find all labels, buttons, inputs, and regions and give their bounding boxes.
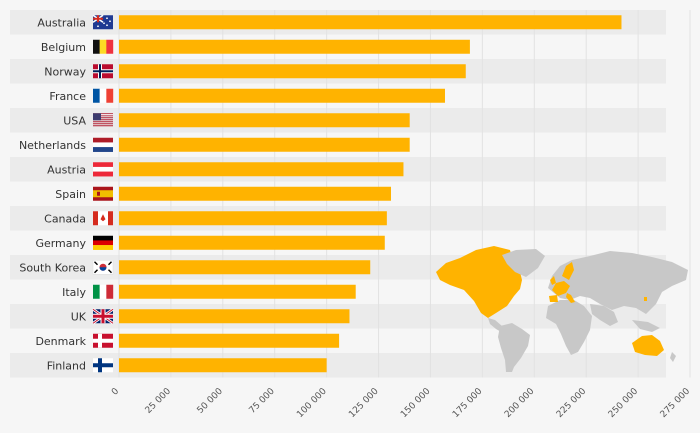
category-label: Canada xyxy=(44,212,86,225)
category-labels: Australia Belgium Norway France USA Netherlan… xyxy=(19,16,87,372)
x-tick-label: 275 000 xyxy=(659,386,693,420)
austria-flag xyxy=(93,162,113,177)
south-asia-shape xyxy=(590,304,618,326)
north-america-shape xyxy=(436,246,522,318)
category-label: Germany xyxy=(35,237,86,250)
category-label: Belgium xyxy=(41,41,86,54)
category-label: Netherlands xyxy=(19,139,86,152)
spain-flag xyxy=(93,186,113,201)
x-tick-label: 175 000 xyxy=(451,386,485,420)
x-tick-label: 100 000 xyxy=(295,386,329,420)
category-label: South Korea xyxy=(19,261,86,274)
finland-flag xyxy=(93,358,113,373)
australia-flag xyxy=(92,14,113,30)
category-label: UK xyxy=(71,310,87,323)
uk-highlight-shape xyxy=(550,276,556,285)
italy-flag xyxy=(93,284,114,299)
x-tick-label: 225 000 xyxy=(555,386,589,420)
world-map xyxy=(436,246,688,372)
south-america-shape xyxy=(498,323,530,372)
x-tick-label: 125 000 xyxy=(347,386,381,420)
bar-germany xyxy=(119,235,385,250)
category-label: Norway xyxy=(44,65,86,78)
category-label: Finland xyxy=(47,359,86,372)
x-tick-label: 250 000 xyxy=(607,386,641,420)
category-label: USA xyxy=(63,114,86,127)
bar-uk xyxy=(119,309,350,324)
x-tick-label: 150 000 xyxy=(399,386,433,420)
germany-flag xyxy=(93,235,113,250)
greenland-shape xyxy=(502,249,545,277)
eurasia-shape xyxy=(548,251,688,314)
x-tick-label: 50 000 xyxy=(196,386,226,416)
scandinavia-highlight-shape xyxy=(562,262,574,280)
canada-flag xyxy=(93,211,113,226)
x-tick-label: 75 000 xyxy=(248,386,278,416)
category-label: Australia xyxy=(37,16,86,29)
southeast-asia-shape xyxy=(632,320,660,332)
bar-south-korea xyxy=(119,260,371,275)
new-zealand-shape xyxy=(670,352,676,362)
south-korea-flag xyxy=(92,260,114,275)
uk-flag xyxy=(92,308,114,325)
norway-flag xyxy=(93,64,113,79)
bar-belgium xyxy=(119,39,470,54)
x-tick-label: 25 000 xyxy=(144,386,174,416)
category-label: Spain xyxy=(55,188,86,201)
bar-norway xyxy=(119,64,466,79)
australia-highlight-shape xyxy=(632,335,664,356)
bar-denmark xyxy=(119,333,340,348)
south-korea-highlight xyxy=(644,297,647,301)
bar-netherlands xyxy=(119,137,410,152)
bar-spain xyxy=(119,186,392,201)
category-label: Denmark xyxy=(35,335,86,348)
netherlands-flag xyxy=(93,137,113,152)
denmark-flag xyxy=(93,333,113,348)
category-label: France xyxy=(49,90,86,103)
europe-highlight-shape xyxy=(552,281,570,296)
bar-italy xyxy=(119,284,356,299)
x-axis-ticks: 0 25 000 50 000 75 000 100 000 125 000 150 000… xyxy=(110,386,692,420)
x-tick-label: 0 xyxy=(110,386,121,397)
x-tick-label: 200 000 xyxy=(503,386,537,420)
category-label: Austria xyxy=(47,163,86,176)
bar-austria xyxy=(119,162,404,177)
africa-shape xyxy=(546,300,592,355)
bar-canada xyxy=(119,211,387,226)
bars xyxy=(119,15,622,373)
spain-highlight-shape xyxy=(549,295,558,302)
bar-finland xyxy=(119,358,327,373)
bar-usa xyxy=(119,113,410,128)
bar-australia xyxy=(119,15,622,30)
belgium-flag xyxy=(93,39,114,54)
france-flag xyxy=(93,88,114,103)
category-label: Italy xyxy=(62,286,86,299)
italy-highlight-shape xyxy=(566,293,575,303)
bar-france xyxy=(119,88,445,103)
usa-flag xyxy=(93,113,113,127)
flags xyxy=(92,14,114,373)
